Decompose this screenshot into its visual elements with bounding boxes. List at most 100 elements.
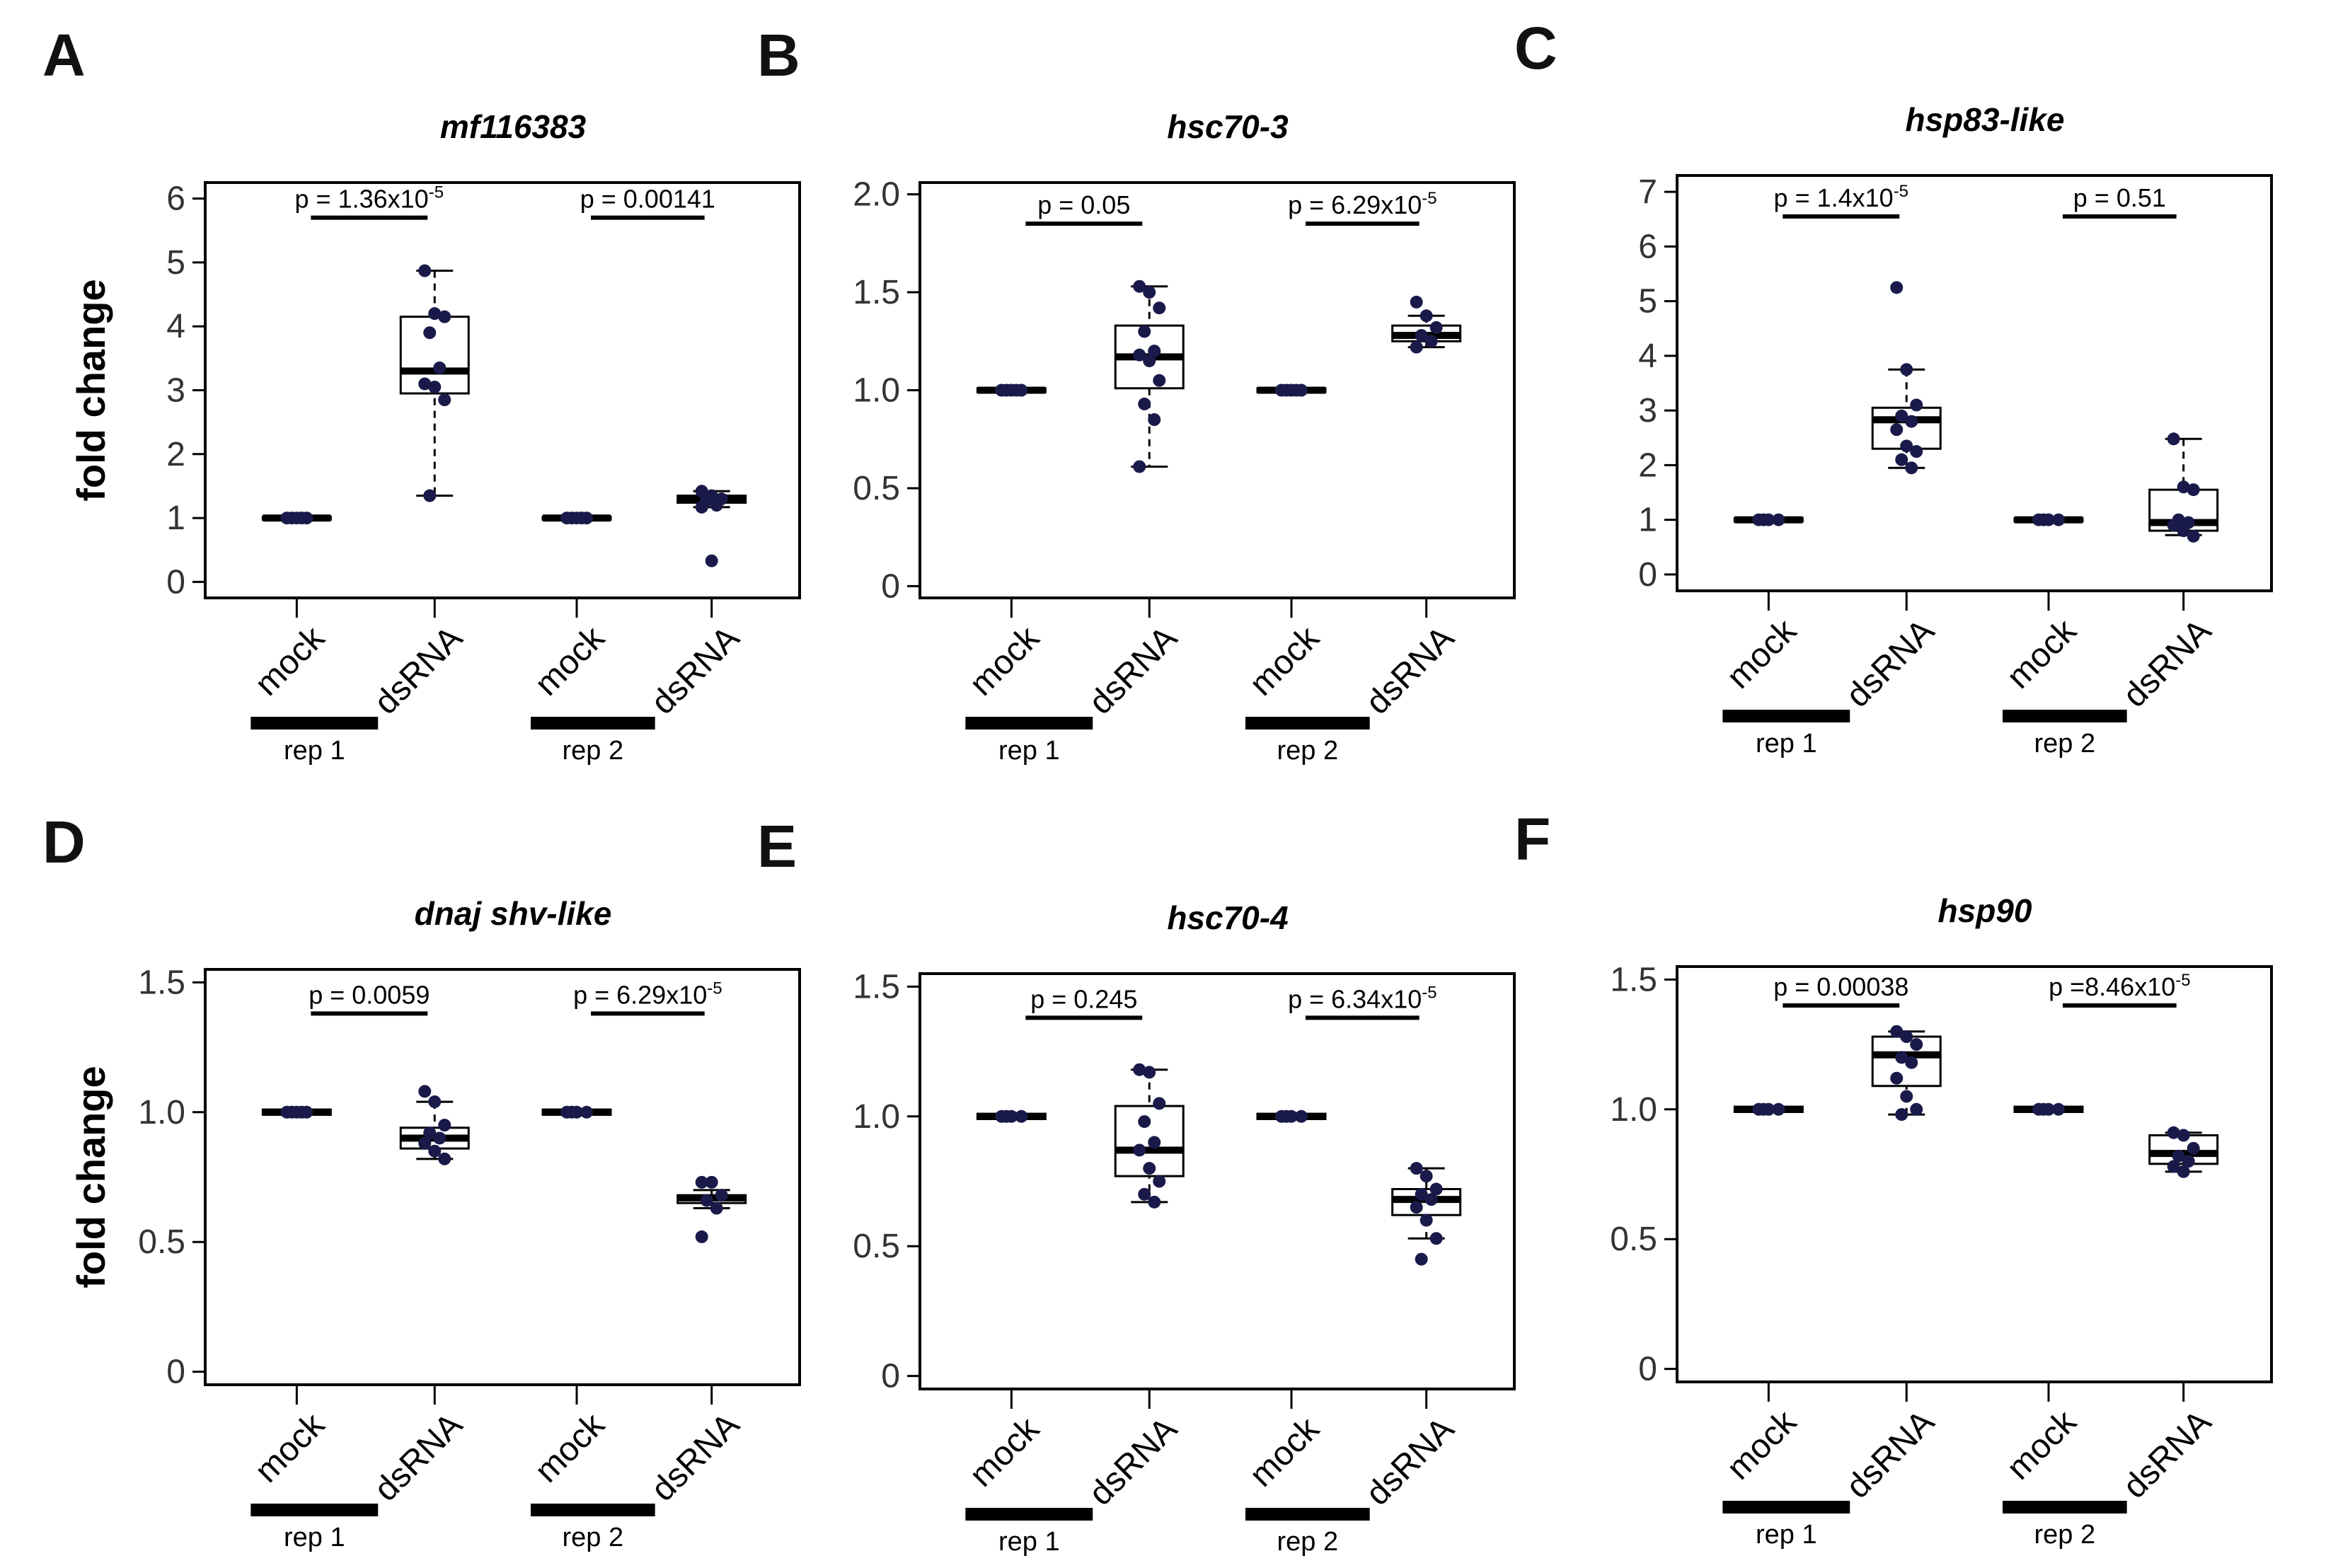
- y-tick-label: 2: [166, 436, 185, 473]
- data-point: [695, 1230, 708, 1243]
- rep-label: rep 1: [998, 736, 1060, 766]
- p-value-text: p = 1.4x10: [1774, 183, 1894, 212]
- p-value-label: p = 0.245: [1030, 984, 1137, 1013]
- data-point: [1424, 335, 1438, 348]
- y-tick-label: 1.0: [853, 1098, 900, 1136]
- data-point: [1138, 397, 1151, 410]
- x-tick-label: dsRNA: [1082, 619, 1185, 722]
- data-point: [2172, 1149, 2185, 1163]
- p-value-text: p =8.46x10: [2049, 972, 2175, 1001]
- x-tick-label: mock: [1720, 611, 1804, 696]
- data-point: [418, 1085, 432, 1098]
- data-point: [565, 512, 578, 525]
- rep-label: rep 2: [563, 736, 624, 766]
- chart-title: hsp83-like: [1906, 101, 2065, 138]
- p-value-text: p = 0.0059: [309, 980, 430, 1009]
- x-tick-label: mock: [1243, 618, 1327, 703]
- panel-letter: C: [1514, 15, 1557, 81]
- data-point: [1415, 1252, 1428, 1266]
- y-tick-label: 6: [166, 180, 185, 218]
- y-tick-label: 3: [1638, 392, 1657, 430]
- data-point: [438, 393, 451, 407]
- data-point: [1772, 513, 1785, 526]
- y-tick-label: 7: [1638, 173, 1657, 211]
- chart-title: mf116383: [440, 108, 587, 145]
- rep-bar: [1245, 1508, 1370, 1521]
- data-point: [710, 499, 723, 512]
- data-point: [1410, 1201, 1423, 1214]
- rep-label: rep 2: [563, 1523, 624, 1552]
- data-point: [695, 500, 708, 514]
- data-point: [1133, 460, 1146, 473]
- data-point: [1143, 354, 1156, 367]
- panel-letter: E: [757, 813, 797, 880]
- rep-bar: [965, 717, 1093, 730]
- p-value-exponent: -5: [1422, 983, 1436, 1002]
- rep-label: rep 2: [2034, 1520, 2096, 1550]
- data-point: [1420, 1170, 1433, 1183]
- data-point: [1900, 1030, 1913, 1044]
- data-point: [1910, 1038, 1923, 1051]
- x-tick-label: dsRNA: [1839, 612, 1942, 715]
- data-point: [1138, 1115, 1151, 1129]
- chart-title: hsc70-4: [1167, 899, 1288, 936]
- data-point: [1000, 1109, 1013, 1123]
- y-tick-label: 0: [166, 563, 185, 601]
- data-point: [423, 326, 437, 340]
- data-point: [1153, 1175, 1166, 1188]
- p-value-text: p = 0.51: [2073, 183, 2166, 212]
- rep-label: rep 2: [2034, 729, 2096, 759]
- p-value-label: p = 0.00141: [580, 185, 715, 214]
- data-point: [2187, 529, 2200, 543]
- y-axis-label: fold change: [69, 1066, 113, 1288]
- p-value-text: p = 0.00038: [1773, 972, 1908, 1001]
- data-point: [433, 1131, 447, 1145]
- x-tick-label: mock: [2000, 1402, 2084, 1487]
- data-point: [1910, 398, 1923, 412]
- plot-frame: [1676, 174, 2273, 592]
- data-point: [1133, 1063, 1146, 1076]
- rep-bar: [1722, 710, 1850, 722]
- data-point: [2167, 1126, 2180, 1139]
- plot-frame: [204, 181, 801, 599]
- p-value-label: p = 0.05: [1037, 190, 1130, 219]
- data-point: [1153, 374, 1166, 387]
- rep-label: rep 1: [998, 1527, 1060, 1557]
- boxplot-chart: dnaj shv-like fold change 0 0.5 1.0 1.5 mock ds…: [69, 895, 801, 1552]
- data-point: [418, 264, 432, 277]
- y-tick-label: 2.0: [853, 176, 900, 214]
- boxplot-chart: hsp83-like 0 1 2 3 4 5 6 7 mock dsRNA mock dsRNA rep …: [1638, 101, 2273, 759]
- data-point: [1015, 1109, 1028, 1123]
- data-point: [2187, 1141, 2200, 1155]
- data-point: [2167, 1160, 2180, 1173]
- data-point: [1280, 384, 1293, 397]
- y-tick-label: 6: [1638, 228, 1657, 265]
- data-point: [2187, 483, 2200, 497]
- y-tick-label: 3: [166, 372, 185, 410]
- data-point: [565, 1105, 578, 1119]
- panel-letter: A: [42, 22, 86, 88]
- data-point: [1153, 1097, 1166, 1110]
- y-tick-label: 0.5: [138, 1223, 185, 1261]
- data-point: [1890, 1025, 1904, 1038]
- data-point: [438, 1119, 451, 1132]
- data-point: [418, 377, 432, 391]
- data-point: [1415, 328, 1428, 342]
- data-point: [710, 1201, 723, 1215]
- x-tick-label: dsRNA: [1839, 1403, 1942, 1506]
- data-point: [285, 512, 299, 525]
- p-value-text: p = 0.00141: [580, 185, 715, 214]
- p-value-label: p =8.46x10-5: [2049, 971, 2191, 1001]
- data-point: [575, 512, 588, 525]
- p-value-exponent: -5: [707, 979, 722, 998]
- y-tick-label: 0: [1638, 1351, 1657, 1388]
- data-point: [700, 1194, 713, 1207]
- y-tick-label: 0: [881, 567, 900, 605]
- data-point: [1900, 439, 1913, 453]
- chart-title: dnaj shv-like: [415, 895, 612, 932]
- rep-label: rep 1: [284, 1523, 345, 1552]
